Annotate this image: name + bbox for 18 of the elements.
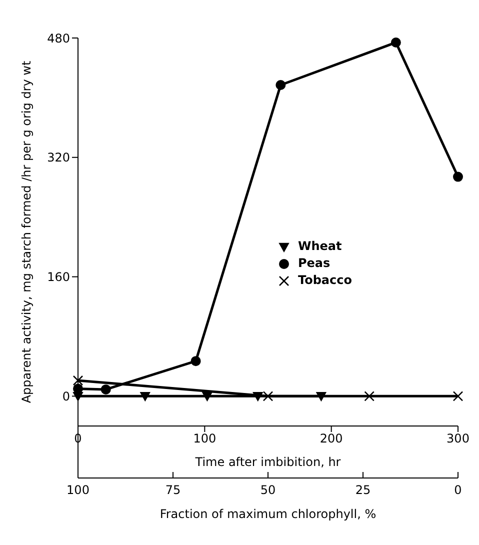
- x-axis-title: Time after imbibition, hr: [194, 455, 341, 469]
- y-tick-label: 480: [47, 31, 70, 46]
- x2-tick-label: 0: [454, 483, 462, 497]
- x2-tick-label: 100: [66, 483, 90, 497]
- y-tick-label: 0: [62, 389, 70, 404]
- y-tick-label: 320: [47, 150, 70, 165]
- x2-axis-title: Fraction of maximum chlorophyll, %: [160, 507, 376, 521]
- legend-label: Wheat: [298, 238, 342, 255]
- x-tick-label: 200: [320, 432, 343, 446]
- y-axis-title: Apparent activity, mg starch formed /hr per g orig dry wt: [19, 60, 34, 404]
- legend-label: Peas: [298, 255, 330, 272]
- y-tick-label: 160: [47, 270, 70, 284]
- legend-label: Tobacco: [298, 272, 352, 289]
- x2-tick-label: 50: [260, 483, 276, 497]
- x-tick-label: 100: [193, 432, 216, 446]
- x2-tick-label: 75: [165, 483, 181, 497]
- x-tick-label: 300: [446, 432, 470, 446]
- x2-tick-label: 25: [355, 483, 371, 497]
